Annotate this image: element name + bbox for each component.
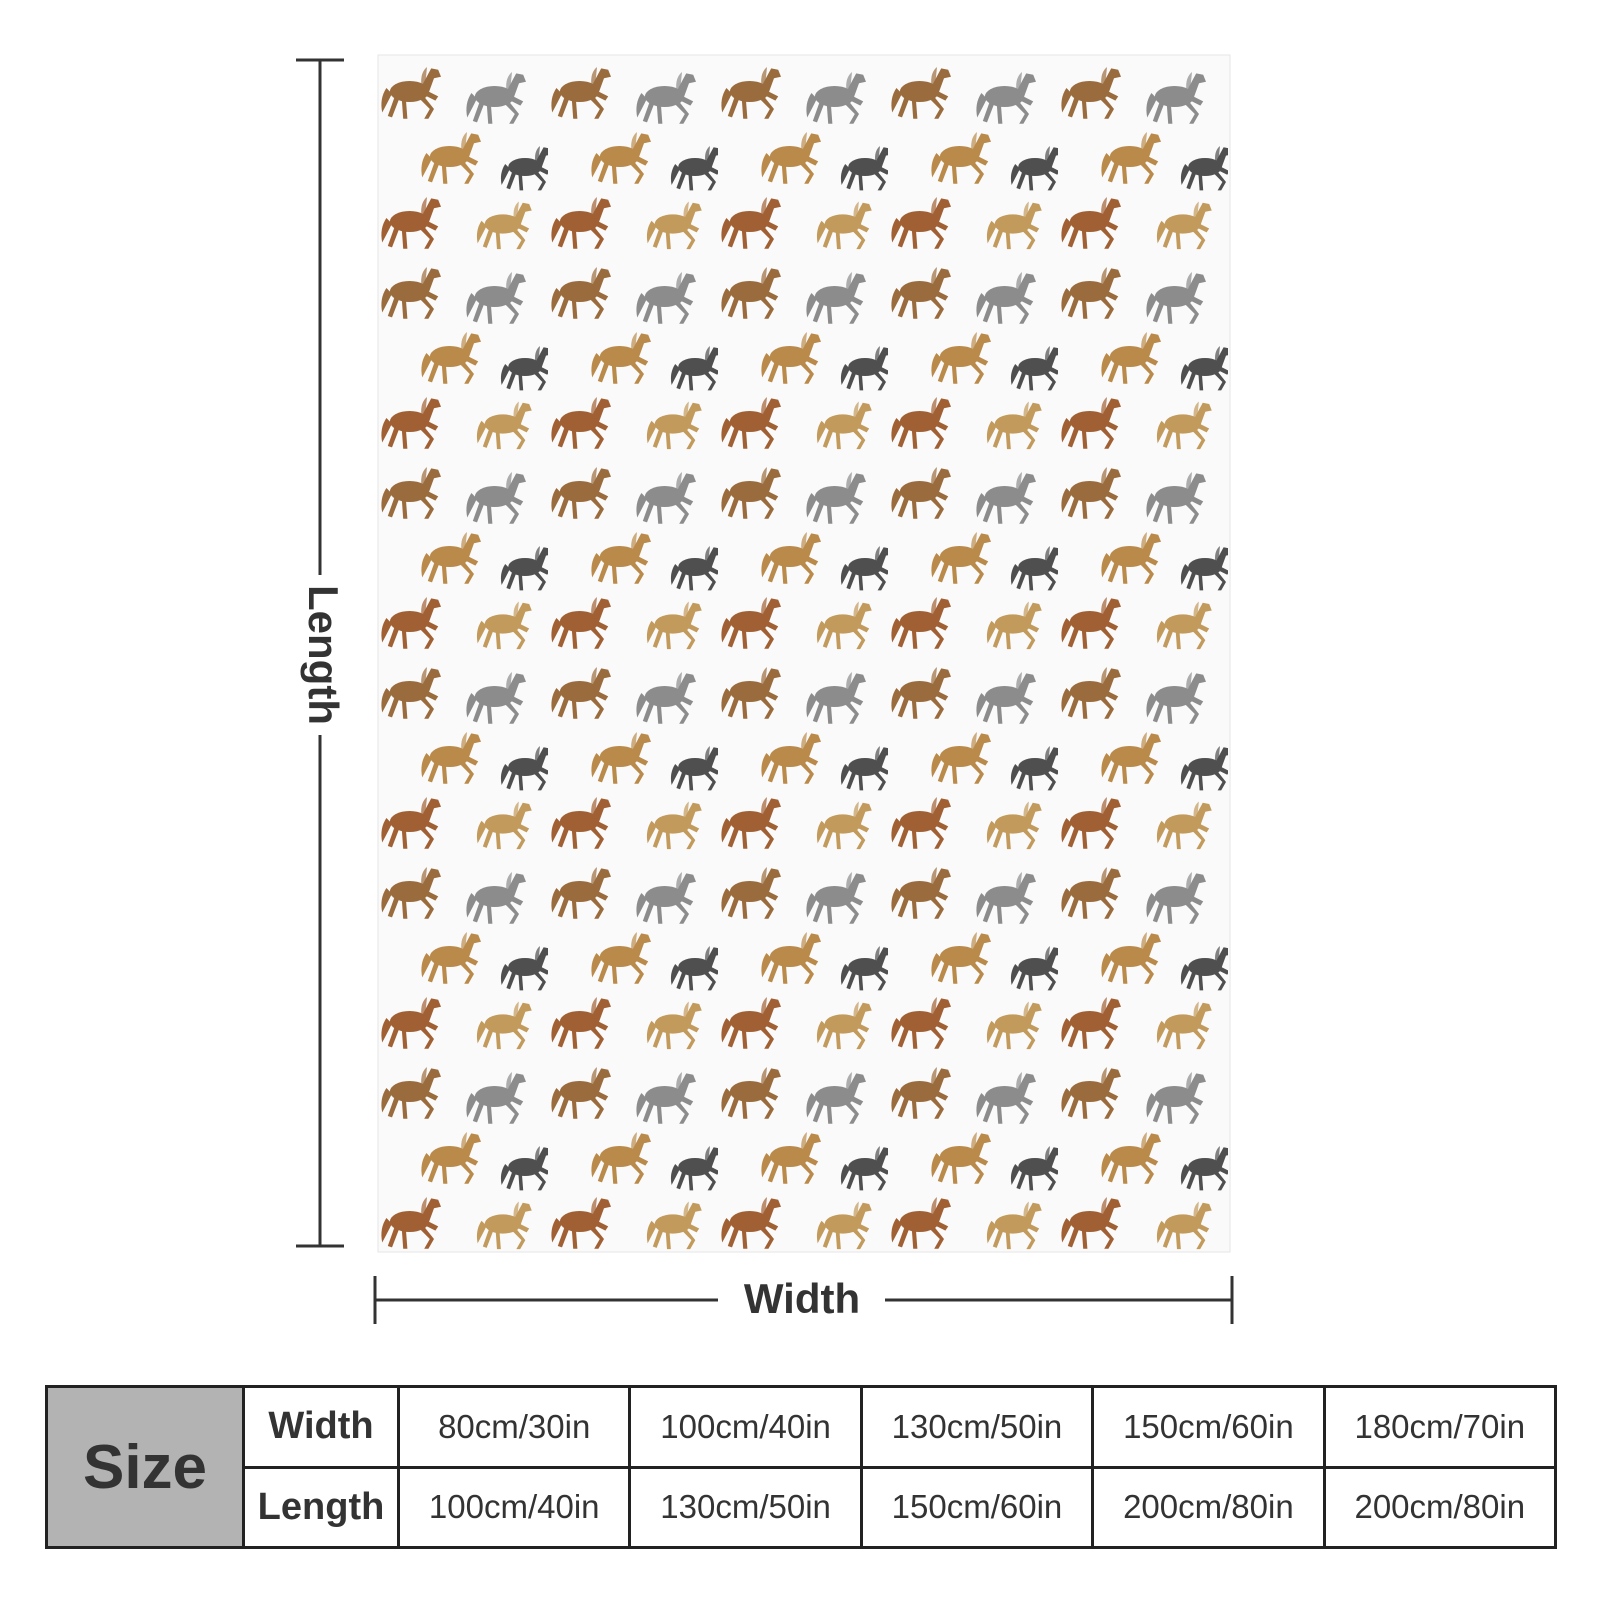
size-cell: 80cm/30in (396, 1385, 632, 1469)
size-cell: 180cm/70in (1322, 1385, 1558, 1469)
length-label: Length (300, 585, 347, 725)
size-header: Size (45, 1385, 245, 1549)
size-cell: 100cm/40in (628, 1385, 863, 1469)
row-header: Length (242, 1465, 400, 1549)
size-cell: 130cm/50in (859, 1385, 1095, 1469)
row-header: Width (242, 1385, 400, 1469)
length-dimension (296, 58, 344, 1248)
size-cell: 200cm/80in (1322, 1465, 1558, 1549)
size-cell: 150cm/60in (1091, 1385, 1326, 1469)
size-cell: 200cm/80in (1091, 1465, 1326, 1549)
width-dimension (373, 1276, 1234, 1324)
size-table: Size Width 80cm/30in 100cm/40in 130cm/50… (45, 1385, 1558, 1549)
size-cell: 150cm/60in (859, 1465, 1095, 1549)
size-cell: 100cm/40in (396, 1465, 632, 1549)
horse-pattern (378, 55, 1230, 1252)
blanket-illustration: Length Width (296, 54, 1234, 1324)
width-label: Width (744, 1275, 860, 1322)
size-cell: 130cm/50in (628, 1465, 863, 1549)
